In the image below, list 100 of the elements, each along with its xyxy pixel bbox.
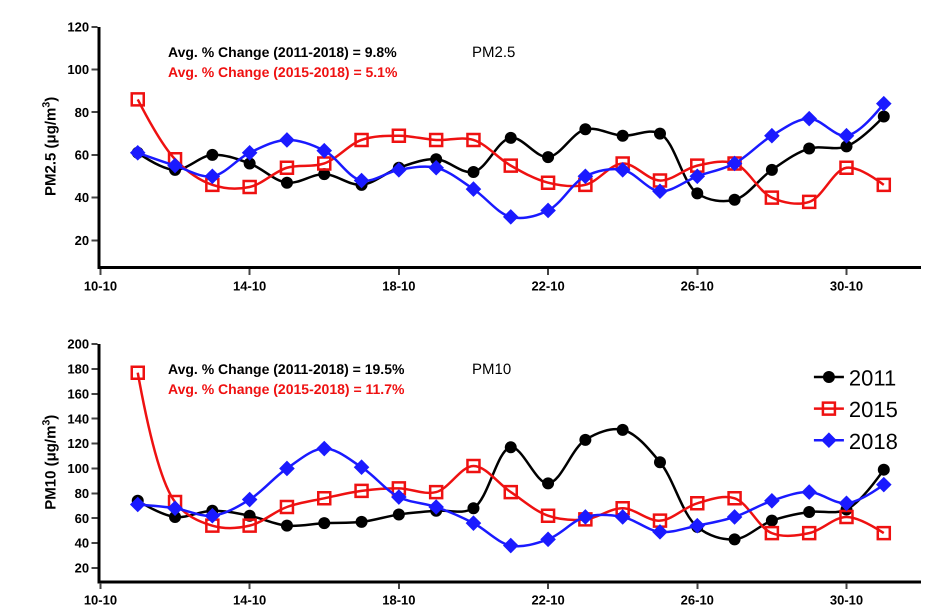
annotation: Avg. % Change (2015-2018) = 11.7% [168, 381, 405, 397]
point [466, 515, 482, 531]
point [803, 506, 816, 518]
point [690, 158, 705, 173]
point [317, 491, 332, 506]
point [764, 190, 780, 205]
point [242, 518, 257, 533]
point [504, 441, 517, 454]
point [392, 128, 406, 143]
point [876, 476, 892, 492]
point [876, 178, 892, 192]
point [392, 508, 405, 520]
point [540, 508, 556, 523]
point [466, 132, 481, 148]
point [838, 495, 854, 512]
point [354, 484, 369, 498]
point [839, 510, 854, 524]
point [428, 132, 444, 148]
point [542, 151, 554, 164]
point [766, 514, 778, 527]
point [130, 496, 146, 512]
point [654, 128, 666, 140]
x-tick-label: 22-10 [531, 592, 565, 608]
point [204, 168, 220, 184]
point [204, 508, 220, 524]
point [726, 509, 742, 525]
point [316, 142, 332, 158]
point [614, 509, 630, 525]
point [242, 492, 258, 508]
point [502, 209, 519, 225]
y-tick-label: 80 [74, 486, 90, 501]
point [802, 194, 816, 210]
x-tick-label: 30-10 [830, 278, 864, 294]
x-tick-label: 14-10 [233, 278, 266, 294]
point [840, 140, 852, 152]
annotation: Avg. % Change (2011-2018) = 19.5% [168, 361, 405, 377]
point [728, 194, 741, 206]
point [205, 518, 220, 533]
point [466, 181, 482, 197]
point [130, 92, 145, 107]
point [540, 532, 556, 548]
annotation: Avg. % Change (2011-2018) = 9.8% [168, 44, 398, 60]
point [542, 477, 554, 490]
point [354, 459, 370, 476]
y-tick-label: 140 [67, 411, 90, 426]
legend-label: 2018 [848, 428, 898, 454]
point [876, 96, 892, 112]
point [652, 183, 668, 200]
point [428, 499, 444, 515]
point [802, 526, 816, 540]
point [504, 484, 518, 500]
point [280, 500, 294, 514]
point [354, 172, 370, 188]
point [614, 162, 630, 178]
x-tick-label: 18-10 [382, 278, 416, 294]
point [801, 484, 817, 500]
point [428, 484, 444, 500]
text: PM2.5 [472, 44, 516, 61]
point [317, 156, 332, 171]
point [502, 538, 519, 554]
point [839, 160, 854, 175]
y-tick-label: 20 [74, 232, 90, 248]
point [356, 516, 368, 528]
point [466, 458, 481, 474]
legend-label: 2015 [848, 397, 898, 422]
point [540, 202, 556, 218]
point [540, 175, 556, 190]
point [242, 180, 257, 194]
point [167, 158, 183, 174]
x-tick-label: 14-10 [233, 592, 266, 608]
point [652, 173, 668, 188]
point [318, 517, 330, 530]
point [615, 156, 630, 171]
point [316, 440, 332, 456]
point [206, 148, 218, 161]
x-tick-label: 10-10 [84, 278, 118, 294]
point [764, 526, 780, 540]
point [280, 160, 294, 175]
point [764, 492, 780, 509]
y-tick-label: 60 [74, 510, 90, 526]
point [615, 500, 630, 516]
x-tick-label: 30-10 [830, 592, 864, 608]
point [391, 162, 407, 178]
point [654, 456, 666, 468]
point [391, 489, 407, 505]
x-tick-label: 26-10 [680, 278, 714, 294]
point [801, 110, 817, 126]
y-tick-label: 120 [67, 19, 90, 34]
point [504, 132, 517, 144]
point [242, 144, 258, 161]
y-tick-label: 180 [67, 362, 90, 377]
point [504, 158, 518, 173]
point [279, 460, 295, 476]
point [205, 178, 220, 192]
point [467, 502, 480, 514]
point [428, 160, 444, 176]
point [764, 128, 780, 144]
point [578, 512, 593, 527]
point [168, 152, 182, 166]
y-tick-label: 40 [74, 536, 90, 551]
